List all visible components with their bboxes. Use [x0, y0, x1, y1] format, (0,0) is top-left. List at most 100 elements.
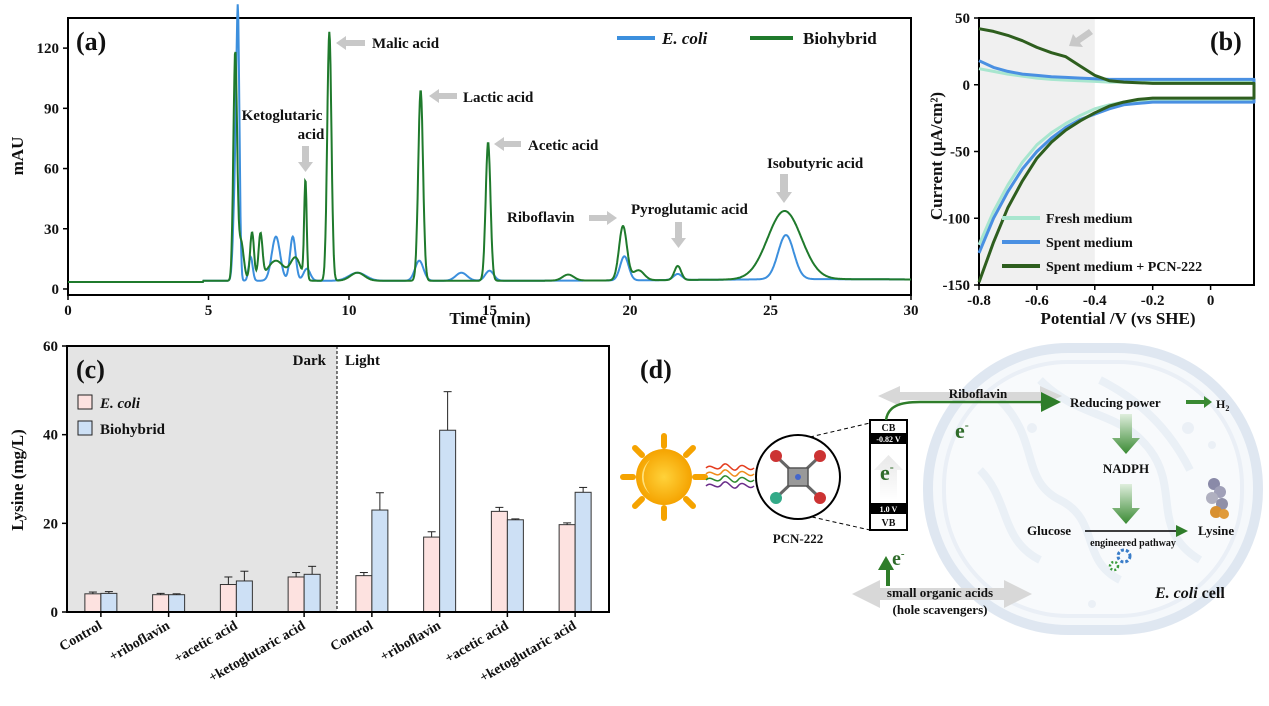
y-tick-label: 0 — [51, 605, 59, 621]
y-tick-label: 20 — [43, 516, 58, 532]
label-acetic-acid: Acetic acid — [528, 138, 599, 154]
axis-ticks: 0 5 10 15 20 25 30 0 30 60 90 120 — [37, 41, 919, 319]
bar-biohybrid — [439, 429, 457, 613]
pcn-222-structure-icon — [755, 434, 841, 520]
legend-label: Spent medium — [1046, 236, 1133, 251]
bar-ecoli — [287, 576, 305, 613]
bars — [84, 391, 592, 613]
y-tick-label: 30 — [44, 222, 59, 238]
glucose-label: Glucose — [1027, 523, 1071, 538]
zoom-line-bottom — [811, 516, 871, 531]
ecoli-cell-illustration — [923, 343, 1263, 635]
electron-transfer-arrow — [884, 392, 1061, 421]
riboflavin-label: Riboflavin — [949, 386, 1008, 401]
bar-biohybrid — [235, 580, 253, 613]
bar-ecoli — [423, 536, 441, 613]
legend-swatch-biohybrid — [77, 420, 93, 436]
x-axis-title: Time (min) — [449, 309, 530, 328]
y-tick-label: -100 — [943, 211, 971, 227]
x-tick-label: Control — [57, 618, 105, 654]
sun-icon — [620, 433, 708, 521]
x-tick-label: +riboflavin — [378, 618, 444, 665]
light-wave-icon — [705, 463, 755, 489]
arrow-isobutyric — [776, 174, 792, 203]
x-tick-label: -0.6 — [1025, 293, 1049, 309]
lysine-molecule-icon — [1206, 478, 1229, 519]
legend-swatch-ecoli — [77, 394, 93, 410]
zoom-line-top — [809, 422, 871, 438]
y-tick-label: 60 — [43, 339, 58, 355]
arrow-to-nadph — [1112, 414, 1140, 454]
bar-ecoli — [355, 575, 373, 613]
arrow-scavenger-exchange — [852, 580, 1032, 608]
label-isobutyric-acid: Isobutyric acid — [767, 156, 864, 172]
arrow-lactic — [429, 89, 457, 103]
series-lines — [977, 27, 1256, 283]
arrow-ketoglutaric — [298, 146, 313, 172]
x-tick-label: -0.4 — [1083, 293, 1107, 309]
legend-label-biohybrid: Biohybrid — [100, 422, 166, 438]
lysine-label: Lysine — [1198, 523, 1234, 538]
x-axis-title: Potential /V (vs SHE) — [1040, 309, 1195, 328]
y-axis-title: Lysine (mg/L) — [8, 429, 27, 531]
pathway-label: engineered pathway — [1090, 538, 1176, 549]
bar-ecoli — [490, 510, 508, 613]
y-tick-label: 120 — [37, 41, 60, 57]
x-tick-label: Control — [328, 618, 376, 654]
x-tick-label: 25 — [763, 303, 778, 319]
vb-potential-label: 1.0 V — [880, 505, 898, 514]
pcn-222-label: PCN-222 — [773, 531, 824, 546]
bar-biohybrid — [506, 519, 524, 613]
peak-annotations: Malic acid Ketoglutaric acid Lactic acid… — [242, 36, 864, 248]
label-ketoglutaric-acid: acid — [298, 127, 325, 143]
x-tick-label: 15 — [482, 303, 497, 319]
y-tick-label: 60 — [44, 162, 59, 178]
reducing-power-label: Reducing power — [1070, 395, 1161, 410]
bar-ecoli — [558, 524, 576, 613]
series-line-ecoli — [68, 4, 911, 283]
x-tick-label: 5 — [205, 303, 213, 319]
region-label-dark: Dark — [293, 353, 327, 369]
legend-label-biohybrid: Biohybrid — [803, 29, 877, 48]
x-tick-label: 20 — [623, 303, 638, 319]
cb-potential-label: -0.82 V — [876, 435, 901, 444]
y-tick-label: 0 — [52, 282, 60, 298]
bar-ecoli — [84, 593, 102, 613]
y-axis-title: Current (μA/cm²) — [927, 92, 946, 220]
y-axis-title: mAU — [8, 137, 27, 176]
panel-label: (d) — [640, 355, 672, 384]
y-tick-label: -50 — [950, 145, 970, 161]
hole-scavengers-label: (hole scavengers) — [893, 602, 988, 617]
bar-ecoli — [219, 584, 237, 613]
band-diagram: CB -0.82 V 1.0 V VB e- — [869, 419, 908, 531]
x-tick-label: 0 — [1207, 293, 1215, 309]
electron-label-band: e- — [880, 460, 894, 485]
axis-ticks: -0.8 -0.6 -0.4 -0.2 0 50 0 -50 -100 -150 — [943, 11, 1215, 309]
panel-label: (b) — [1210, 27, 1242, 56]
small-acids-label: small organic acids — [887, 585, 993, 600]
y-tick-label: 40 — [43, 428, 58, 444]
riboflavin-shuttle-arrow — [878, 386, 1062, 406]
y-tick-label: 50 — [955, 11, 970, 27]
plot-frame — [66, 345, 610, 613]
vb-label: VB — [882, 518, 896, 529]
arrow-pcn-shoulder — [1069, 29, 1093, 47]
y-tick-label: 0 — [963, 78, 971, 94]
arrow-pyroglutamic — [671, 222, 686, 248]
legend: Fresh medium Spent medium Spent medium + P… — [1002, 212, 1202, 275]
bar-biohybrid — [371, 509, 389, 613]
h2-arrow — [1186, 396, 1212, 408]
arrow-riboflavin — [589, 211, 617, 225]
cb-label: CB — [882, 423, 896, 434]
bar-biohybrid — [100, 592, 118, 613]
panel-label: (a) — [76, 27, 106, 56]
electron-label-hole: e- — [892, 548, 905, 570]
bar-biohybrid — [168, 594, 186, 613]
bar-biohybrid — [574, 491, 592, 613]
legend-label-ecoli: E. coli — [661, 29, 708, 48]
arrow-hole-scavenger — [878, 556, 894, 586]
label-riboflavin: Riboflavin — [507, 210, 575, 226]
x-tick-label: 30 — [904, 303, 919, 319]
x-tick-label: +riboflavin — [107, 618, 173, 665]
